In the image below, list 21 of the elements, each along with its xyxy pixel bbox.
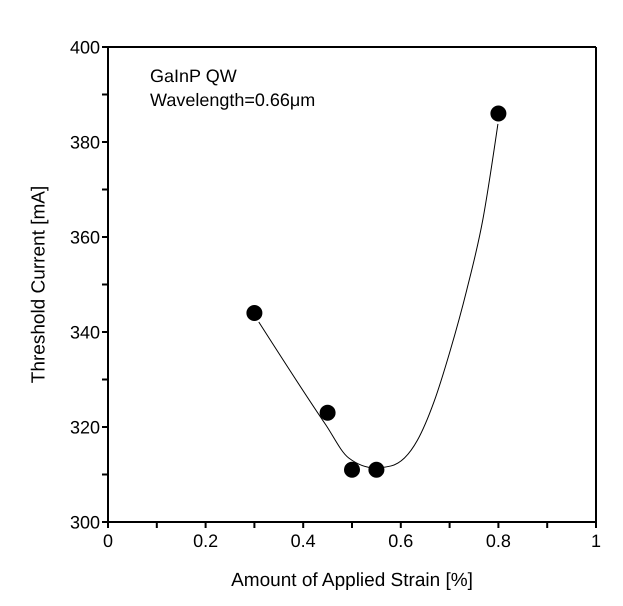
annotation: Wavelength=0.66μm [150, 89, 316, 112]
point [344, 462, 360, 478]
x-tick-label: 0.8 [486, 530, 511, 551]
point [320, 404, 336, 421]
point [246, 305, 262, 321]
x-tick-label: 0 [102, 530, 114, 551]
y-tick-label: 320 [70, 417, 100, 438]
y-axis-title: Threshold Current [mA] [28, 186, 50, 384]
y-tick-label: 400 [70, 37, 100, 58]
point [368, 462, 384, 478]
y-tick-label: 360 [70, 227, 100, 248]
annotation: GaInP QW [150, 65, 238, 88]
x-tick-label: 0.6 [388, 530, 414, 551]
x-tick-label: 0.4 [290, 530, 316, 551]
x-tick-label: 1 [590, 530, 602, 551]
x-tick-label: 0.2 [193, 530, 218, 551]
y-tick-label: 300 [70, 512, 100, 532]
point [490, 106, 506, 122]
y-tick-label: 340 [70, 322, 100, 342]
y-tick-label: 380 [70, 132, 100, 152]
x-axis-title: Amount of Applied Strain [%] [231, 570, 473, 591]
